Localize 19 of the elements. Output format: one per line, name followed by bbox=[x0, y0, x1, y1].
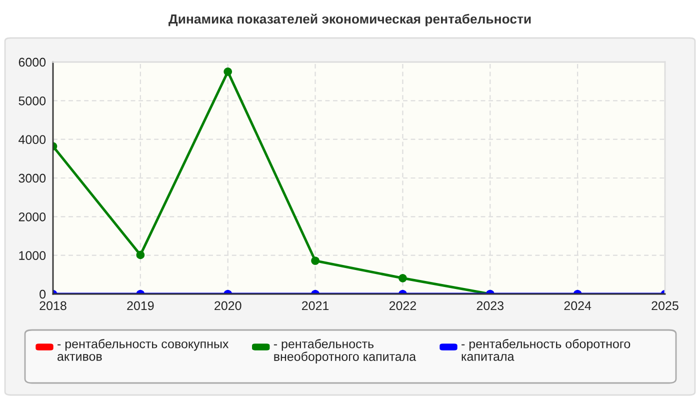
chart-title: Динамика показателей экономическая рентабельности bbox=[168, 14, 531, 26]
x-tick-label: 2022 bbox=[389, 301, 416, 310]
legend-label: - рентабельность оборотного капитала bbox=[462, 339, 630, 361]
legend-label: - рентабельность совокупных активов bbox=[58, 339, 229, 361]
x-tick-label: 2024 bbox=[564, 301, 592, 310]
x-tick-label: 2018 bbox=[40, 301, 66, 310]
x-tick-label: 2019 bbox=[127, 301, 154, 310]
y-tick-label: 2000 bbox=[18, 212, 46, 222]
y-tick-label: 6000 bbox=[18, 58, 46, 67]
legend-label: - рентабельность внеоборотного капитала bbox=[274, 339, 416, 364]
x-tick-label: 2020 bbox=[214, 301, 242, 310]
y-tick-label: 0 bbox=[40, 290, 46, 299]
y-tick-label: 1000 bbox=[19, 251, 46, 260]
y-tick-label: 4000 bbox=[18, 135, 46, 144]
y-tick-label: 3000 bbox=[18, 174, 46, 183]
x-tick-label: 2021 bbox=[302, 301, 329, 310]
x-tick-label: 2023 bbox=[476, 301, 504, 310]
y-tick-label: 5000 bbox=[18, 96, 46, 106]
x-tick-label: 2025 bbox=[652, 301, 678, 310]
